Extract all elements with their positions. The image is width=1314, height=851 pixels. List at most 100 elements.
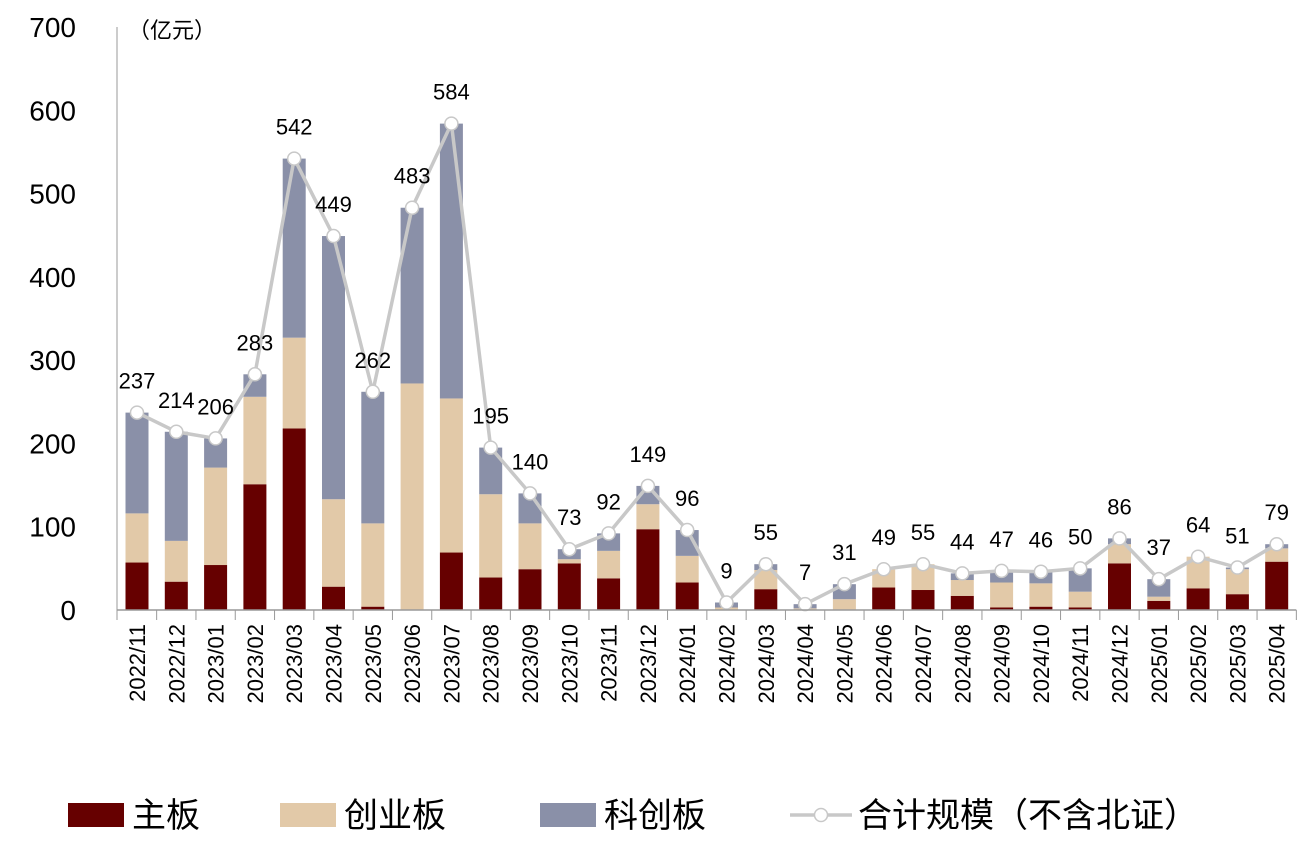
bar-segment-star-market (479, 447, 503, 495)
y-tick-label: 700 (29, 12, 76, 43)
bar-segment-main-board (243, 484, 267, 610)
x-tick-label: 2022/12 (164, 624, 189, 704)
bar-segment-chinext (282, 337, 306, 429)
bar-segment-chinext (597, 550, 621, 579)
total-line-point (758, 556, 774, 572)
total-line-point (404, 200, 420, 215)
y-axis-unit-label: （亿元） (128, 18, 216, 43)
bar-segment-star-market (400, 207, 424, 384)
total-line-point (955, 566, 970, 581)
data-label: 44 (950, 529, 974, 554)
data-label: 64 (1186, 513, 1210, 538)
bar-segment-main-board (1108, 563, 1131, 610)
bar-segment-chinext (990, 582, 1014, 608)
total-line-point (1190, 549, 1206, 564)
x-tick-label: 2024/09 (990, 624, 1015, 704)
data-label: 584 (433, 80, 470, 105)
x-tick-label: 2023/01 (204, 624, 229, 704)
x-tick-label: 2023/05 (361, 624, 386, 704)
x-tick-label: 2022/11 (125, 624, 150, 702)
bar-segment-main-board (125, 562, 149, 610)
bar-segment-star-market (204, 438, 228, 468)
total-line-point (444, 116, 459, 131)
x-tick-label: 2023/10 (557, 624, 582, 704)
x-tick-label: 2024/05 (832, 624, 857, 704)
x-tick-label: 2023/06 (400, 624, 425, 704)
bar-segment-chinext (1029, 583, 1053, 607)
total-line-point (876, 561, 891, 577)
data-label: 92 (596, 489, 620, 514)
y-axis: 0 100 200 300 400 500 600 700 (29, 12, 118, 626)
bar-segment-star-market (282, 158, 306, 338)
data-label: 31 (832, 540, 856, 565)
data-label: 96 (675, 486, 699, 511)
x-tick-label: 2024/11 (1068, 624, 1093, 702)
bar-segment-chinext (950, 580, 974, 596)
bar-segment-main-board (597, 578, 621, 610)
x-tick-label: 2025/03 (1225, 624, 1250, 704)
total-line-point (129, 405, 145, 420)
x-tick-label: 2024/04 (793, 624, 818, 704)
bar-segment-main-board (990, 607, 1014, 610)
bar-segment-chinext (439, 398, 463, 553)
bar-segment-main-board (557, 563, 581, 610)
bar-segment-chinext (361, 523, 385, 607)
bar-segment-chinext (636, 504, 660, 530)
bar-segment-main-board (1225, 594, 1249, 610)
total-line-point (247, 367, 263, 382)
x-tick-label: 2023/02 (243, 624, 268, 704)
bar-segment-main-board (675, 582, 699, 610)
bar-segment-chinext (518, 523, 542, 570)
bar-segment-main-board (322, 586, 345, 610)
legend-label: 主板 (132, 797, 200, 835)
total-line-point (522, 486, 538, 501)
total-line-point (915, 556, 931, 572)
x-tick-label: 2024/08 (950, 624, 975, 704)
total-line-path (136, 117, 1278, 607)
legend-line-marker (813, 807, 829, 823)
x-tick-label: 2024/12 (1108, 624, 1133, 704)
y-tick-label: 600 (29, 95, 76, 126)
bar-segment-main-board (872, 587, 896, 610)
total-line-point (994, 563, 1009, 579)
legend: 主板 创业板 科创板 合计规模（不含北证） (68, 797, 1198, 835)
data-label: 283 (237, 330, 274, 355)
total-line-point (601, 526, 616, 541)
x-tick-label: 2024/03 (754, 624, 779, 704)
data-label: 7 (799, 560, 811, 585)
bar-segment-chinext (400, 383, 424, 610)
bar-segment-main-board (361, 606, 385, 610)
bar-segment-star-market (243, 374, 267, 397)
total-line-point (1072, 561, 1088, 576)
x-tick-label: 2025/02 (1186, 624, 1211, 704)
bar-segment-star-market (1068, 568, 1092, 592)
data-label: 483 (394, 164, 431, 189)
data-label: 149 (630, 442, 667, 467)
bar-segment-main-board (518, 569, 542, 610)
data-label: 542 (276, 115, 313, 140)
data-label: 55 (911, 520, 935, 545)
y-tick-label: 100 (29, 512, 76, 543)
x-tick-label: 2024/02 (715, 624, 740, 704)
data-label: 47 (989, 527, 1013, 552)
total-line-point (365, 384, 381, 400)
data-label: 9 (720, 559, 732, 584)
legend-swatch (68, 803, 124, 827)
data-label: 73 (557, 505, 581, 530)
x-tick-label: 2024/07 (911, 624, 936, 704)
data-label: 55 (754, 520, 778, 545)
data-label: 79 (1264, 500, 1288, 525)
bar-segment-star-market (361, 391, 385, 524)
x-tick-label: 2023/07 (439, 624, 464, 704)
bar-segment-chinext (322, 499, 345, 587)
x-tick-label: 2023/09 (518, 624, 543, 704)
total-line-point (1269, 536, 1284, 552)
data-label: 51 (1225, 524, 1249, 549)
x-tick-label: 2023/11 (597, 624, 622, 702)
x-tick-label: 2023/03 (282, 624, 307, 704)
data-label: 37 (1147, 535, 1171, 560)
x-tick-label: 2024/06 (872, 624, 897, 704)
y-tick-label: 300 (29, 345, 76, 376)
bar-segment-chinext (1186, 556, 1210, 589)
